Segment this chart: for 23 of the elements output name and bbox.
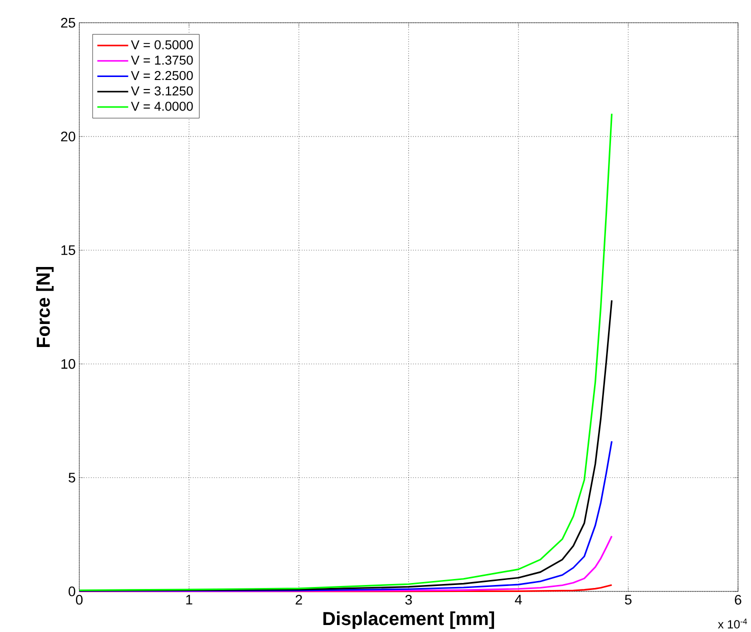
legend-label: V = 1.3750 <box>130 56 193 65</box>
x-tick-label: 3 <box>405 594 412 605</box>
y-axis-title: Force [N] <box>36 266 54 347</box>
y-tick-label: 15 <box>61 245 76 255</box>
line-series <box>78 535 613 592</box>
legend-label: V = 0.5000 <box>130 40 193 50</box>
x-tick-label: 5 <box>624 594 632 604</box>
text: x 10$^{-4}$ <box>718 618 747 628</box>
x-tick-label: 2 <box>296 594 302 604</box>
x-tick-label: 1 <box>186 594 192 604</box>
line-series <box>78 112 613 591</box>
y-tick-label: 20 <box>61 132 76 142</box>
y-tick-label: 10 <box>61 358 76 369</box>
legend-label: V = 4.0000 <box>130 102 193 111</box>
y-tick-label: 5 <box>68 472 76 482</box>
legend-label: V = 2.2500 <box>130 70 193 80</box>
x-tick-label: 6 <box>734 594 742 605</box>
x-tick-label: 0 <box>76 594 83 605</box>
x-axis-title: Displacement [mm] <box>323 611 494 629</box>
legend-label: V = 3.1250 <box>130 86 193 96</box>
x-tick-label: 4 <box>514 594 522 604</box>
y-tick-label: 0 <box>68 586 76 596</box>
y-tick-label: 25 <box>61 18 76 28</box>
